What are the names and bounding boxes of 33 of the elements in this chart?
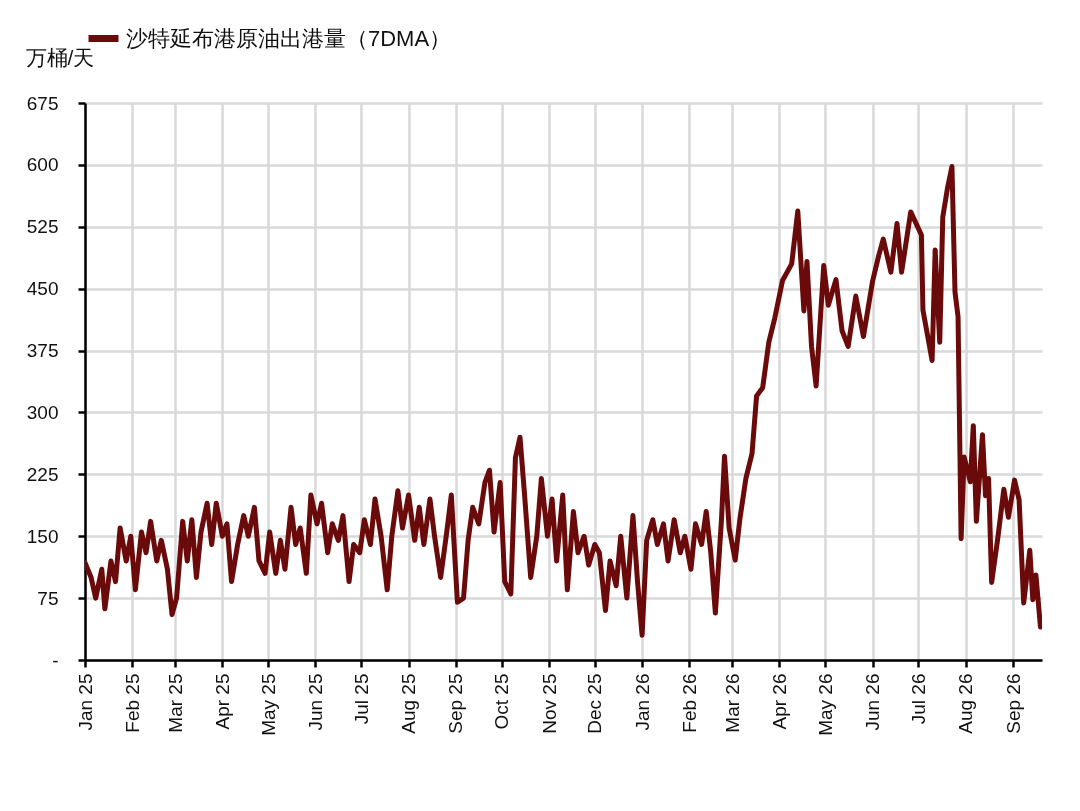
x-tick-label: Jan 26	[631, 673, 653, 731]
y-axis-title: 万桶/天	[25, 45, 95, 69]
x-tick-label: Jun 26	[862, 673, 884, 731]
y-tick-label: 375	[26, 340, 59, 362]
x-tick-label: Sep 25	[445, 673, 467, 734]
x-tick-label: Mar 26	[721, 673, 743, 733]
x-tick-label: Jul 25	[350, 673, 372, 725]
y-tick-label: 225	[26, 463, 59, 485]
y-tick-label: 150	[26, 525, 59, 547]
x-tick-label: Mar 25	[164, 673, 186, 733]
x-tick-label: Apr 25	[211, 673, 233, 730]
x-tick-label: Nov 25	[538, 673, 560, 734]
legend-label: 沙特延布港原油出港量（7DMA）	[126, 25, 452, 51]
y-tick-label: -	[52, 649, 59, 671]
y-tick-label: 450	[26, 278, 59, 300]
x-tick-label: May 25	[257, 673, 279, 736]
x-tick-label: May 26	[814, 673, 836, 736]
y-tick-label: 300	[26, 401, 59, 423]
x-tick-label: Apr 26	[768, 673, 790, 730]
x-tick-label: Oct 25	[491, 673, 513, 730]
x-tick-label: Jul 26	[907, 673, 929, 725]
y-tick-label: 600	[26, 154, 59, 176]
x-tick-label: Aug 26	[955, 673, 977, 734]
y-tick-label: 525	[26, 216, 59, 238]
x-tick-label: Feb 26	[678, 673, 700, 733]
x-tick-label: Jan 25	[74, 673, 96, 731]
x-tick-label: Aug 25	[398, 673, 420, 734]
x-tick-label: Sep 26	[1002, 673, 1024, 734]
x-tick-label: Jun 25	[304, 673, 326, 731]
x-tick-label: Feb 25	[121, 673, 143, 733]
x-tick-label: Dec 25	[584, 673, 606, 734]
y-tick-label: 675	[26, 92, 59, 114]
y-tick-label: 75	[37, 587, 59, 609]
